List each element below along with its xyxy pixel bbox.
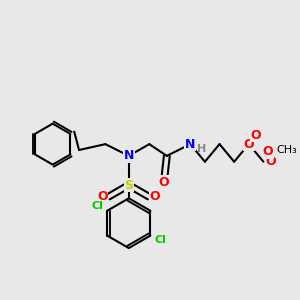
Text: O: O	[150, 190, 160, 203]
Text: O: O	[97, 190, 108, 203]
Text: N: N	[124, 149, 134, 162]
Text: O: O	[266, 155, 276, 168]
Text: H: H	[197, 143, 207, 154]
Text: N: N	[185, 138, 195, 151]
Text: S: S	[124, 178, 133, 192]
Text: CH₃: CH₃	[277, 145, 297, 155]
Text: O: O	[159, 176, 169, 189]
Text: O: O	[262, 145, 273, 158]
Text: Cl: Cl	[154, 235, 166, 245]
Text: Cl: Cl	[91, 201, 103, 211]
Text: O: O	[251, 129, 261, 142]
Text: O: O	[244, 138, 254, 151]
